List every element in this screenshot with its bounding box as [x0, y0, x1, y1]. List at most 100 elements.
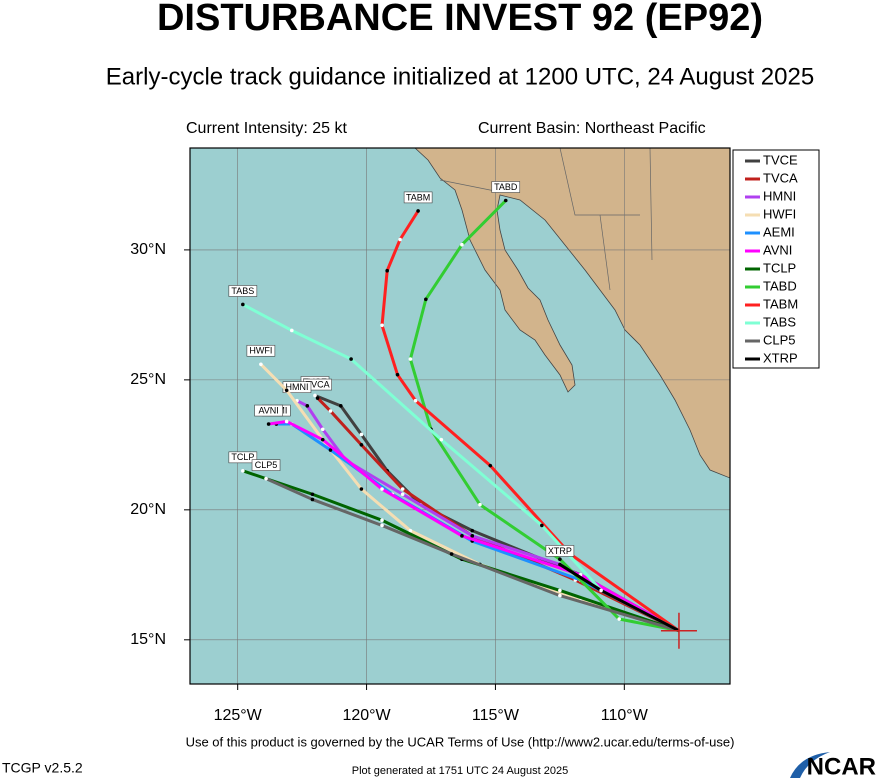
legend-label: AEMI	[763, 224, 795, 239]
end-label-box	[251, 459, 281, 471]
track-point	[400, 492, 405, 497]
track-point	[359, 432, 364, 437]
end-label-box	[403, 191, 433, 204]
legend-box	[732, 149, 820, 369]
track-point	[395, 372, 400, 377]
track-point	[470, 534, 475, 538]
grid: 125°W 120°W 115°W 110°W 15°N 20°N 25°N 30°N	[130, 148, 730, 724]
track-point	[284, 419, 289, 424]
end-label-box	[246, 344, 276, 357]
track-point	[558, 593, 562, 598]
track-line	[259, 363, 680, 633]
end-label-box	[491, 181, 521, 193]
track-point	[359, 487, 364, 491]
track-point	[328, 409, 333, 413]
end-label-box	[228, 285, 258, 297]
legend-label: CLP5	[763, 332, 796, 347]
y-tick-label: 30°N	[130, 241, 166, 258]
track-point	[310, 497, 315, 502]
version: TCGP v2.5.2	[2, 760, 83, 776]
track-point	[320, 437, 325, 442]
title: DISTURBANCE INVEST 92 (EP92)	[157, 0, 763, 39]
track-point	[315, 396, 320, 400]
x-tick-label: 115°W	[472, 707, 520, 724]
end-label: CLP5	[255, 460, 278, 470]
y-tick-label: 20°N	[130, 501, 166, 518]
end-label: TABD	[494, 182, 518, 192]
legend-label: TABM	[763, 296, 798, 311]
end-label: HMNI	[285, 382, 308, 392]
track-point	[558, 588, 562, 593]
track-point	[305, 404, 310, 408]
x-tick-label: 110°W	[601, 707, 649, 724]
track-point	[313, 393, 317, 398]
track-point	[470, 528, 475, 533]
track-point	[460, 242, 464, 247]
legend-label: TCLP	[763, 260, 796, 275]
track-line	[265, 477, 680, 633]
track-point	[540, 523, 544, 528]
track-point	[380, 323, 384, 328]
y-tick-label: 25°N	[130, 371, 166, 388]
track-point	[503, 198, 508, 203]
track-point	[241, 302, 245, 307]
track-point	[599, 588, 603, 593]
borders	[439, 148, 653, 291]
track-point	[380, 518, 384, 523]
track-point	[400, 487, 405, 491]
intensity: Current Intensity: 25 kt	[186, 120, 348, 137]
track-point	[416, 209, 420, 213]
land	[414, 148, 730, 479]
x-tick-label: 125°W	[214, 707, 263, 724]
legend-label: TABS	[763, 314, 796, 329]
track-point	[310, 492, 315, 497]
track-point	[380, 487, 384, 491]
track-point	[359, 443, 364, 447]
plot-frame	[189, 147, 731, 685]
track-point	[558, 562, 562, 567]
subtitle: Early-cycle track guidance initialized a…	[106, 63, 814, 90]
track-point	[488, 463, 493, 468]
terms: Use of this product is governed by the U…	[186, 734, 735, 749]
end-label: TABM	[406, 192, 430, 202]
y-tick-label: 15°N	[130, 631, 166, 648]
track-point	[398, 237, 402, 242]
end-label: XTRP	[548, 546, 572, 556]
basin: Current Basin: Northeast Pacific	[478, 120, 706, 137]
legend-label: HMNI	[763, 188, 796, 203]
legend: TVCE TVCA HMNI HWFI AEMI AVNI TCLP TABD TABM TABS…	[732, 149, 820, 369]
track-point	[439, 437, 444, 442]
end-label: AVNI	[258, 405, 278, 415]
current-position	[660, 612, 697, 649]
legend-label: TVCA	[763, 170, 798, 185]
track-point	[385, 268, 389, 273]
track-point	[338, 404, 343, 408]
legend-label: TABD	[763, 278, 797, 293]
track-point	[408, 528, 413, 533]
tracks: TVCETVCAHMNIHWFIAEMIAVNITCLPTABDTABMTABS…	[228, 181, 697, 649]
track-point	[449, 552, 454, 556]
track-point	[328, 448, 333, 452]
track-point	[558, 557, 562, 562]
track-point	[460, 534, 464, 538]
track-point	[380, 523, 384, 528]
track-point	[259, 362, 263, 367]
generated: Plot generated at 1751 UTC 24 August 202…	[352, 765, 569, 777]
legend-label: AVNI	[763, 242, 792, 257]
track-point	[264, 476, 268, 481]
x-tick-label: 120°W	[342, 707, 391, 724]
end-label-box	[228, 451, 258, 464]
legend-label: XTRP	[763, 350, 798, 365]
track-point	[290, 328, 294, 333]
logo-mark	[790, 752, 830, 778]
track-point	[320, 427, 325, 432]
track-point	[284, 388, 289, 393]
track-point	[478, 502, 482, 507]
track-point	[617, 617, 621, 621]
legend-label: HWFI	[763, 206, 796, 221]
end-label-box	[254, 404, 283, 417]
end-label: TCLP	[231, 452, 254, 462]
track-point	[408, 357, 413, 361]
